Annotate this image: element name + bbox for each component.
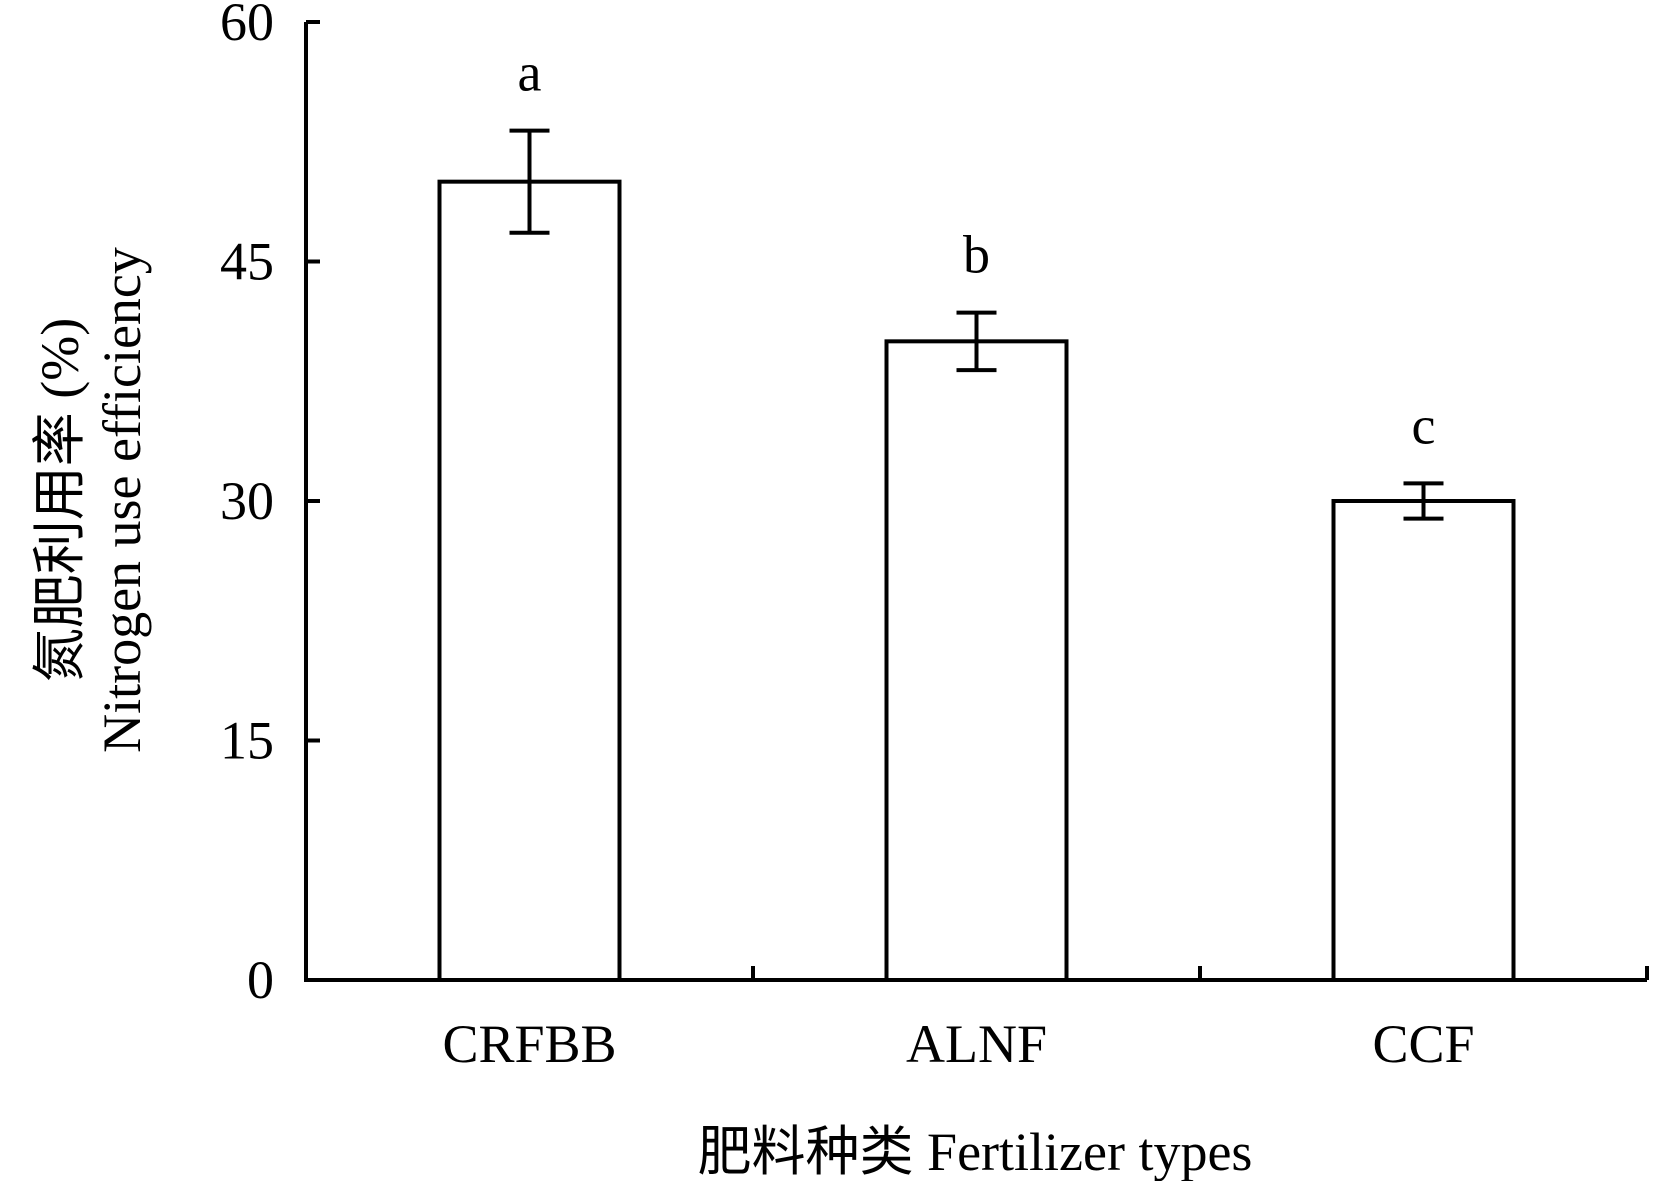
bars-group — [437, 179, 1516, 983]
y-tick-label: 0 — [247, 950, 274, 1010]
y-tick-label: 45 — [220, 232, 274, 292]
significance-label: a — [518, 43, 542, 103]
y-ticks-group: 0 15 30 45 60 — [220, 0, 320, 1010]
bar — [1331, 499, 1516, 982]
bar — [437, 179, 622, 982]
significance-label: b — [963, 225, 990, 285]
y-axis-title-line2: Nitrogen use efficiency — [92, 247, 152, 753]
x-axis-title: 肥料种类 Fertilizer types — [698, 1122, 1253, 1181]
x-category-label: ALNF — [906, 1014, 1047, 1074]
x-category-label: CRFBB — [442, 1014, 616, 1074]
significance-labels-group: a b c — [518, 43, 1436, 456]
significance-label: c — [1412, 395, 1436, 455]
y-axis-title: 氮肥利用率 (%) Nitrogen use efficiency — [30, 247, 152, 753]
y-axis-title-line1: 氮肥利用率 (%) — [30, 318, 90, 682]
x-ticks-group: CRFBB ALNF CCF — [442, 966, 1649, 1074]
error-bars-group — [509, 128, 1444, 521]
bar — [884, 339, 1069, 983]
y-tick-label: 30 — [220, 471, 274, 531]
x-category-label: CCF — [1372, 1014, 1474, 1074]
y-tick-label: 15 — [220, 711, 274, 771]
y-tick-label: 60 — [220, 0, 274, 52]
